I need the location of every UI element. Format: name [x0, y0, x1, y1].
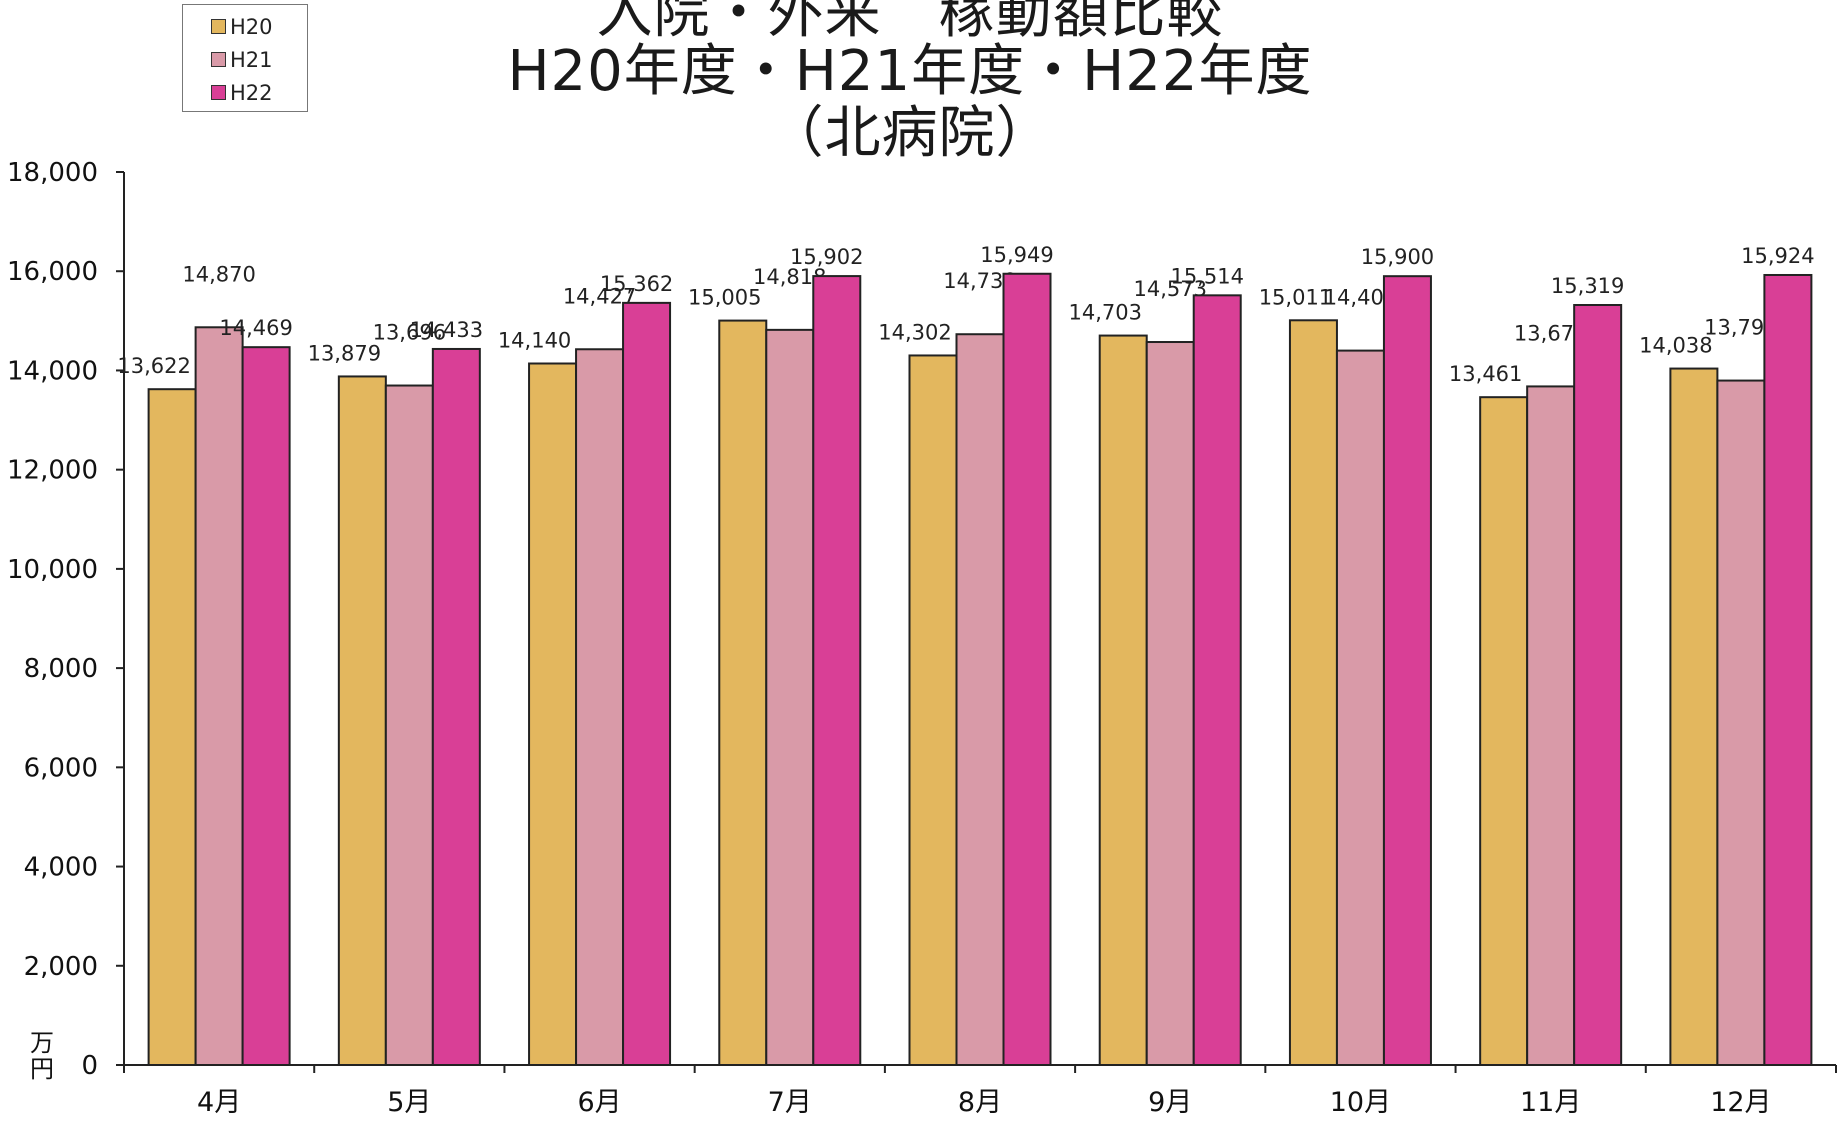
legend-swatch-h20 [211, 19, 226, 34]
data-label: 15,949 [980, 243, 1053, 267]
bar-h22-11 [1573, 304, 1623, 1066]
data-label: 13,622 [117, 354, 190, 378]
bar-h21-12 [1716, 379, 1766, 1066]
bar-h21-9 [1145, 341, 1195, 1066]
chart-title-line-3: （北病院） [767, 101, 1053, 166]
bar-h20-7 [718, 319, 768, 1066]
data-label: 15,924 [1741, 244, 1814, 268]
y-tick-label: 4,000 [24, 853, 98, 883]
bar-h20-10 [1288, 319, 1338, 1066]
data-label: 13,879 [308, 341, 381, 365]
data-label: 15,011 [1259, 285, 1332, 309]
bar-h20-4 [147, 388, 197, 1066]
legend-label-h20: H20 [230, 15, 273, 39]
legend-item-h22: H22 [211, 80, 273, 106]
y-tick-label: 8,000 [24, 654, 98, 684]
x-category-label: 8月 [958, 1087, 1002, 1118]
bar-h21-11 [1526, 385, 1576, 1066]
x-category-label: 4月 [197, 1087, 241, 1118]
data-label: 13,696 [373, 321, 446, 345]
chart-title-line-1: 入院・外来 稼動額比較 [596, 0, 1224, 46]
x-category-label: 10月 [1330, 1087, 1391, 1118]
bar-h22-7 [812, 275, 862, 1066]
legend-swatch-h21 [211, 52, 226, 67]
data-label: 15,902 [790, 245, 863, 269]
data-label: 13,461 [1449, 362, 1522, 386]
x-category-label: 6月 [577, 1087, 621, 1118]
y-tick-label: 10,000 [7, 555, 98, 585]
bar-h22-8 [1002, 272, 1052, 1066]
bar-h22-12 [1763, 273, 1813, 1066]
bar-h20-6 [528, 362, 578, 1066]
legend-label-h22: H22 [230, 81, 273, 105]
data-label: 15,319 [1551, 274, 1624, 298]
legend-item-h20: H20 [211, 14, 273, 40]
bar-h20-9 [1098, 334, 1148, 1067]
chart-legend: H20 H21 H22 [182, 4, 308, 112]
x-category-label: 5月 [387, 1087, 431, 1118]
data-label: 15,514 [1170, 264, 1243, 288]
data-label: 15,362 [600, 272, 673, 296]
legend-label-h21: H21 [230, 48, 273, 72]
bar-h21-6 [575, 348, 625, 1066]
bar-h22-5 [431, 347, 481, 1066]
x-category-label: 11月 [1520, 1087, 1581, 1118]
bar-h22-10 [1382, 275, 1432, 1066]
bar-h22-4 [241, 346, 291, 1066]
data-label: 15,900 [1361, 245, 1434, 269]
bar-h22-6 [622, 301, 672, 1067]
bar-h20-8 [908, 354, 958, 1066]
bar-h21-5 [384, 384, 434, 1066]
x-category-label: 9月 [1148, 1087, 1192, 1118]
data-label: 14,469 [219, 316, 292, 340]
legend-swatch-h22 [211, 85, 226, 100]
data-label: 14,302 [878, 320, 951, 344]
x-category-label: 12月 [1710, 1087, 1771, 1118]
bar-h21-8 [955, 333, 1005, 1066]
bar-h20-12 [1669, 367, 1719, 1067]
chart-title-line-2: H20年度・H21年度・H22年度 [507, 39, 1313, 104]
data-label: 14,870 [182, 262, 255, 286]
legend-item-h21: H21 [211, 47, 273, 73]
data-label: 14,703 [1068, 301, 1141, 325]
y-tick-label: 2,000 [24, 952, 98, 982]
bar-h21-7 [765, 328, 815, 1066]
data-label: 14,140 [498, 328, 571, 352]
y-axis-unit-label: 万円 [30, 1029, 54, 1083]
bar-h20-11 [1479, 396, 1529, 1067]
data-label: 14,038 [1639, 334, 1712, 358]
bar-h21-4 [194, 326, 244, 1066]
y-tick-label: 12,000 [7, 456, 98, 486]
y-tick-label: 18,000 [7, 158, 98, 188]
bar-h22-9 [1192, 294, 1242, 1066]
y-tick-label: 0 [81, 1051, 98, 1081]
data-label: 14,433 [410, 318, 483, 342]
y-tick-label: 6,000 [24, 753, 98, 783]
bar-h20-5 [337, 375, 387, 1066]
bar-h21-10 [1335, 349, 1385, 1067]
y-tick-label: 16,000 [7, 257, 98, 287]
data-label: 15,005 [688, 286, 761, 310]
y-tick-label: 14,000 [7, 356, 98, 386]
x-category-label: 7月 [768, 1087, 812, 1118]
